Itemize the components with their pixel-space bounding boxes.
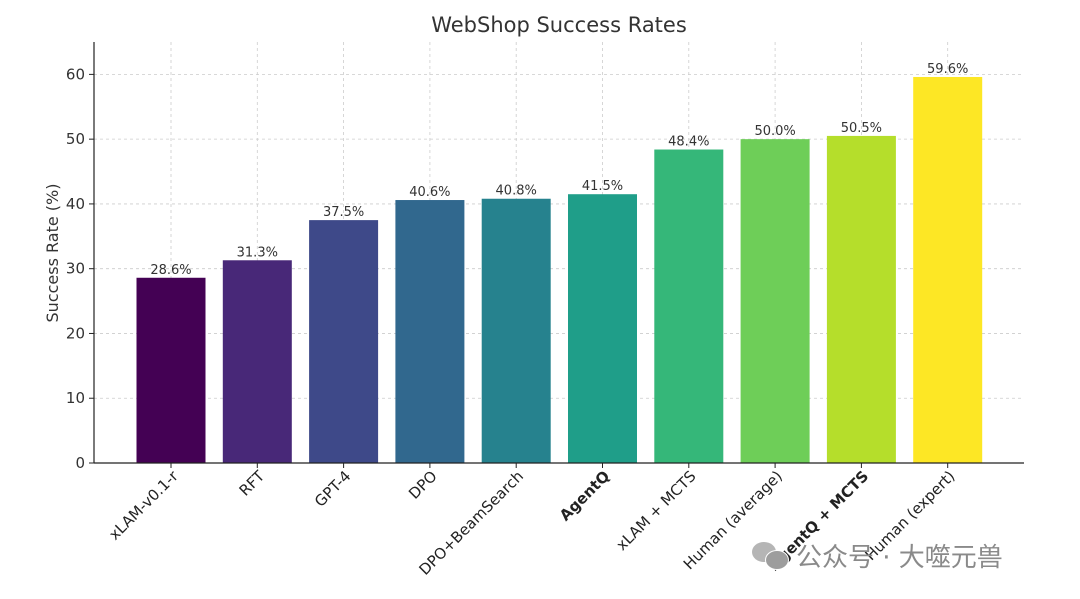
bar: [913, 76, 983, 463]
bar-value-label: 40.6%: [409, 185, 450, 200]
y-tick-label: 50: [66, 130, 85, 148]
bar-value-label: 28.6%: [150, 263, 191, 278]
bar: [826, 135, 896, 463]
y-tick-label: 60: [66, 65, 85, 83]
x-tick-label: xLAM-v0.1-r: [105, 467, 182, 544]
bar: [654, 149, 724, 464]
y-tick-label: 40: [66, 195, 85, 213]
bar: [222, 260, 292, 463]
y-tick-label: 30: [66, 260, 85, 278]
bar-value-label: 40.8%: [496, 184, 537, 199]
x-tick-label: GPT-4: [311, 467, 354, 510]
bar-value-label: 31.3%: [237, 245, 278, 260]
x-tick-label: xLAM + MCTS: [613, 467, 700, 554]
x-tick-label: RFT: [236, 467, 269, 500]
bar: [740, 139, 810, 463]
watermark-text: 公众号 · 大噬元兽: [796, 542, 1003, 573]
bar: [481, 198, 551, 464]
y-tick-label: 20: [66, 324, 85, 342]
bar-value-label: 37.5%: [323, 205, 364, 220]
watermark: 公众号 · 大噬元兽: [752, 535, 1003, 575]
x-tick-label: DPO: [405, 467, 441, 503]
y-axis-label: Success Rate (%): [43, 184, 62, 323]
bar-value-label: 48.4%: [668, 135, 709, 150]
wechat-icon: [752, 540, 789, 570]
bar-value-label: 50.0%: [754, 124, 795, 139]
bar: [568, 194, 637, 463]
bar: [309, 220, 379, 463]
bar-value-label: 59.6%: [927, 62, 968, 77]
x-tick-label: AgentQ: [556, 467, 613, 524]
bars: [136, 76, 983, 464]
bar-value-label: 50.5%: [841, 121, 882, 136]
y-tick-label: 10: [66, 389, 85, 407]
bar: [136, 277, 206, 463]
y-ticks: 0 10 20 30 40 50 60: [66, 65, 94, 472]
y-tick-label: 0: [75, 454, 85, 472]
chart-title: WebShop Success Rates: [431, 13, 687, 37]
bar: [395, 200, 465, 463]
data-labels: 28.6% 31.3% 37.5% 40.6% 40.8% 41.5% 48.4% 50.0%…: [150, 62, 968, 278]
bar-value-label: 41.5%: [582, 179, 623, 194]
